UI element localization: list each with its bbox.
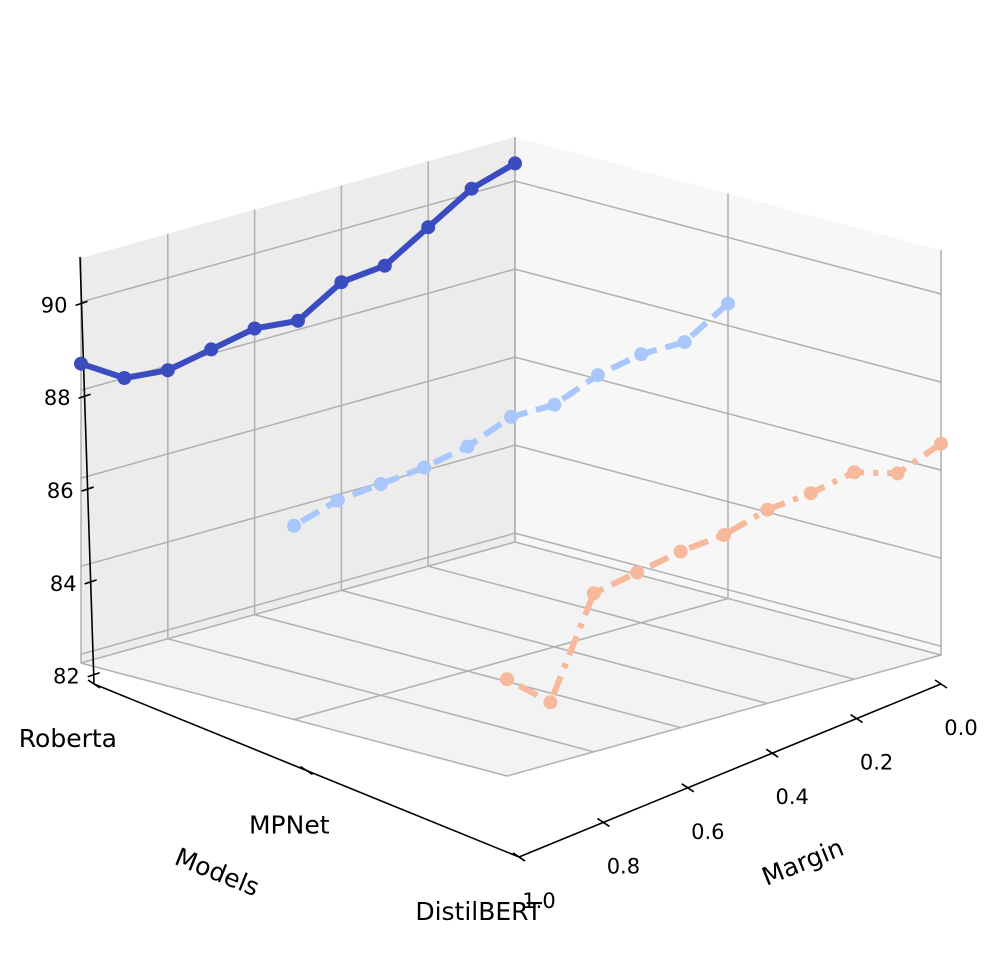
data-series [74,156,948,710]
data-point-distilbert [803,486,818,501]
models-axis-title: Models [171,842,264,902]
z-grid-line [80,268,942,391]
margin-tick-label: 0.8 [607,854,640,878]
margin-tick-label: 0.6 [691,820,724,844]
data-point-mpnet [721,296,735,311]
model-tick [300,765,313,776]
grid-lines [80,137,942,777]
margin-tick [596,817,610,828]
data-point-distilbert [934,436,948,451]
z-tick-label: 84 [50,572,77,596]
data-point-mpnet [677,335,692,350]
margin-tick [765,748,779,758]
data-point-distilbert [630,565,645,580]
data-point-mpnet [590,368,605,383]
z-tick-label: 82 [53,665,80,689]
model-grid-line [293,193,729,721]
data-point-roberta [508,156,522,171]
data-point-roberta [377,258,392,273]
z-grid-line [80,180,942,303]
z-axis-line [79,256,95,685]
data-point-distilbert [500,672,514,687]
data-point-mpnet [417,460,432,475]
axes [75,256,948,862]
data-point-mpnet [330,493,345,508]
z-tick-label: 88 [44,386,71,410]
margin-tick [512,852,526,862]
data-point-roberta [421,220,436,235]
data-point-roberta [464,181,479,196]
data-point-roberta [74,356,88,371]
model-category-label: DistilBERT [415,897,542,926]
z-tick [81,486,94,492]
data-point-distilbert [717,528,731,542]
margin-tick-label: 0.4 [775,785,808,809]
margin-tick [934,679,948,689]
z-tick-label: 86 [47,479,74,503]
model-grid-line [506,250,942,777]
data-point-roberta [204,342,219,357]
model-category-label: Roberta [19,724,117,753]
margin-tick-label: 0.2 [860,751,893,775]
model-category-label: MPNet [249,811,330,840]
data-point-roberta [247,321,262,336]
z-tick [75,300,88,307]
margin-axis-line [518,683,942,858]
data-point-roberta [160,363,175,378]
data-point-distilbert [673,544,688,559]
z-tick-label: 90 [41,293,68,317]
z-tick [84,579,97,585]
left-back-pane [81,137,515,663]
margin-tick-label: 0.0 [944,716,977,740]
model-grid-line [80,137,516,664]
margin-tick-label: 1.0 [522,889,555,913]
data-point-distilbert [847,465,862,480]
margin-axis-title: Margin [758,833,848,892]
data-point-mpnet [547,397,562,412]
data-point-distilbert [543,695,558,710]
data-point-mpnet [460,439,475,454]
data-point-distilbert [760,502,775,517]
z-tick [87,671,100,678]
z-grid-line [80,356,942,479]
data-point-distilbert [586,586,601,601]
model-tick [87,679,101,689]
data-point-mpnet [287,518,301,533]
data-point-roberta [334,275,349,290]
data-point-mpnet [373,477,388,491]
z-grid-line [80,444,942,567]
data-point-mpnet [504,409,518,424]
z-tick [78,393,91,399]
data-point-mpnet [634,347,649,362]
margin-tick [850,713,864,724]
margin-tick [681,783,695,793]
data-point-distilbert [890,466,905,481]
data-point-roberta [291,313,305,328]
z-grid-line [80,532,942,655]
data-point-roberta [117,371,132,385]
